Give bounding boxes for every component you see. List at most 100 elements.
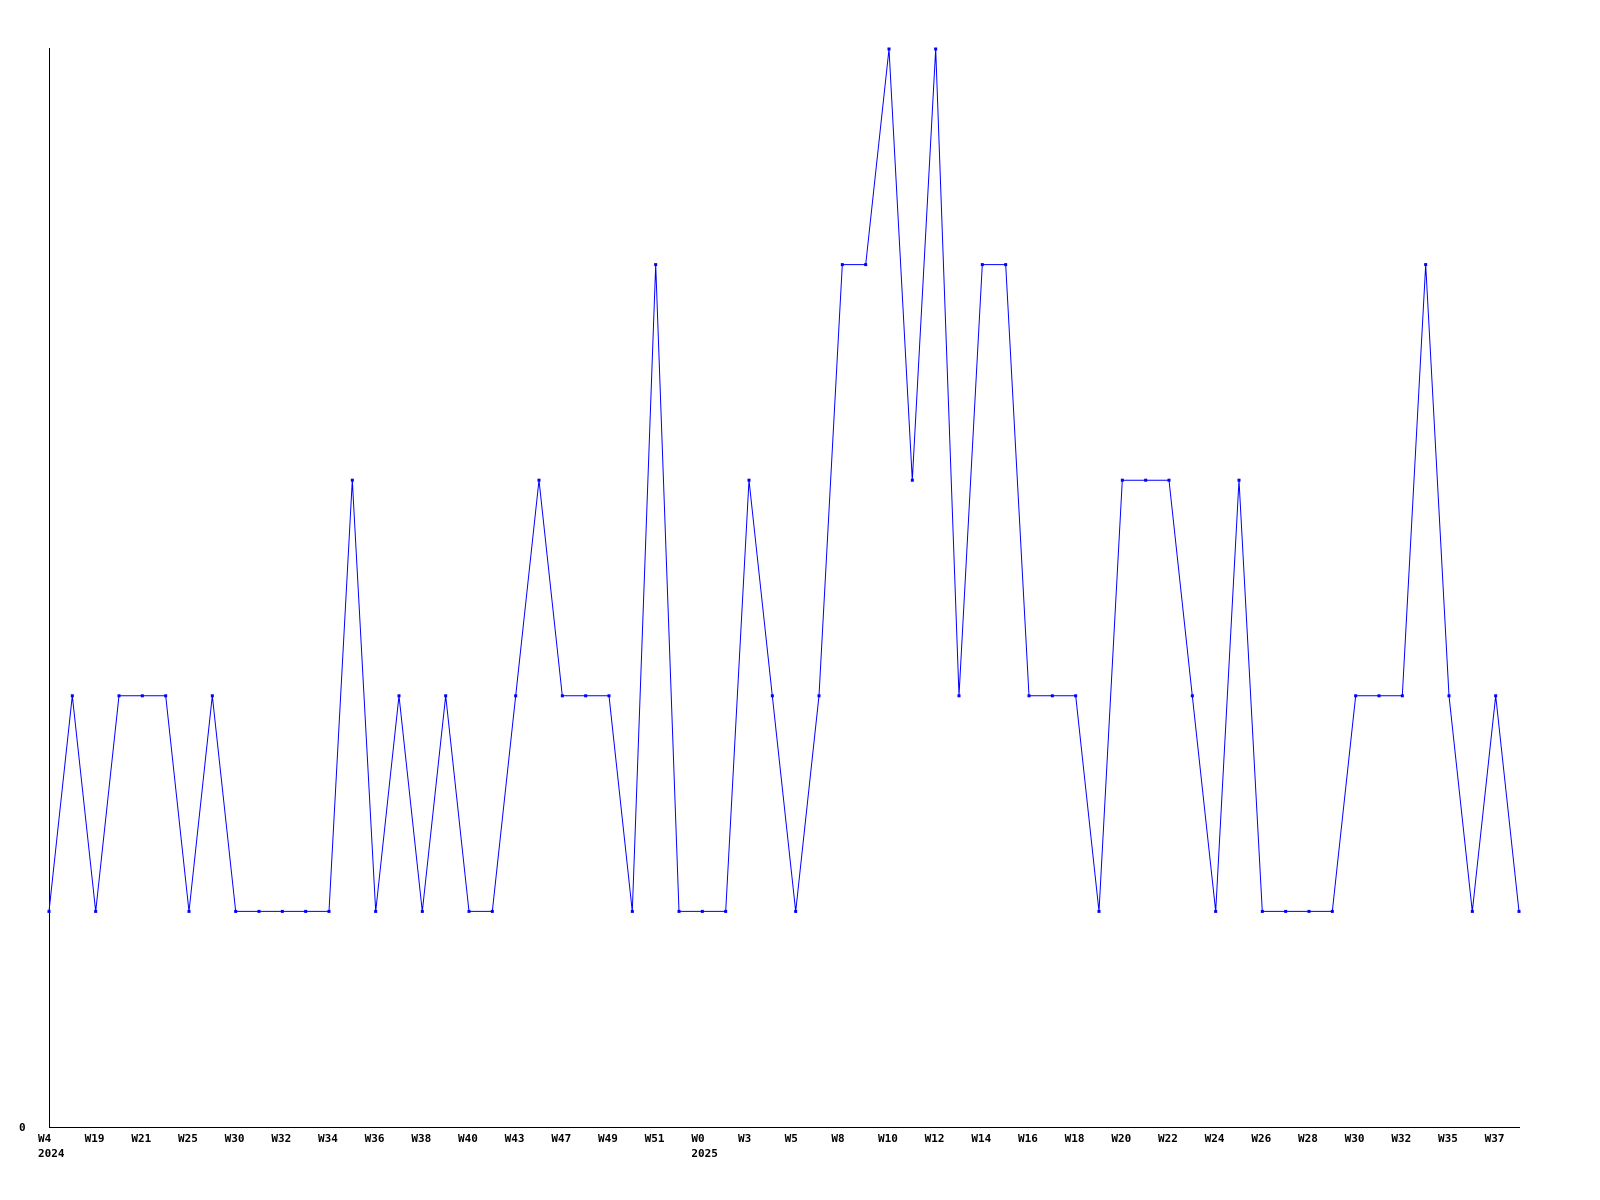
data-point xyxy=(980,263,984,267)
x-tick-label: W51 xyxy=(645,1132,665,1145)
x-tick-label: W12 xyxy=(925,1132,945,1145)
data-point xyxy=(47,909,51,913)
x-tick-label: W5 xyxy=(785,1132,798,1145)
data-point xyxy=(957,694,961,698)
data-point xyxy=(840,263,844,267)
data-point xyxy=(1494,694,1498,698)
x-tick-label: W22 xyxy=(1158,1132,1178,1145)
data-point xyxy=(864,263,868,267)
data-point xyxy=(1004,263,1008,267)
data-point xyxy=(1027,694,1031,698)
data-point xyxy=(117,694,121,698)
data-point xyxy=(747,478,751,482)
data-point xyxy=(327,909,331,913)
x-tick-label: W32 xyxy=(271,1132,291,1145)
data-point xyxy=(1144,478,1148,482)
data-point xyxy=(210,694,214,698)
data-point xyxy=(794,909,798,913)
data-point xyxy=(187,909,191,913)
data-point xyxy=(70,694,74,698)
series-line xyxy=(48,48,1520,912)
data-point xyxy=(1097,909,1101,913)
data-point xyxy=(607,694,611,698)
data-point xyxy=(1167,478,1171,482)
x-tick-label: W35 xyxy=(1438,1132,1458,1145)
data-point xyxy=(1190,694,1194,698)
data-point xyxy=(350,478,354,482)
x-tick-label: W36 xyxy=(365,1132,385,1145)
data-point xyxy=(677,909,681,913)
data-point xyxy=(537,478,541,482)
data-point xyxy=(304,909,308,913)
data-point xyxy=(1517,909,1521,913)
data-point xyxy=(1074,694,1078,698)
x-tick-label: W38 xyxy=(411,1132,431,1145)
x-tick-label: W24 xyxy=(1205,1132,1225,1145)
x-tick-label: W10 xyxy=(878,1132,898,1145)
data-point xyxy=(817,694,821,698)
data-point xyxy=(514,694,518,698)
data-point xyxy=(1354,694,1358,698)
data-point xyxy=(444,694,448,698)
data-point xyxy=(654,263,658,267)
data-point xyxy=(1377,694,1381,698)
x-tick-year-label: 2025 xyxy=(691,1147,718,1160)
data-point xyxy=(164,694,168,698)
data-point xyxy=(560,694,564,698)
x-tick-label: W43 xyxy=(505,1132,525,1145)
x-tick-label: W40 xyxy=(458,1132,478,1145)
x-tick-label: W28 xyxy=(1298,1132,1318,1145)
x-tick-label: W25 xyxy=(178,1132,198,1145)
data-point xyxy=(700,909,704,913)
data-point xyxy=(1260,909,1264,913)
x-tick-label: W30 xyxy=(1345,1132,1365,1145)
data-point xyxy=(887,47,891,51)
data-point xyxy=(1470,909,1474,913)
data-point xyxy=(1237,478,1241,482)
data-point xyxy=(140,694,144,698)
data-point xyxy=(257,909,261,913)
data-point xyxy=(1424,263,1428,267)
x-tick-label: W14 xyxy=(971,1132,991,1145)
data-point xyxy=(1050,694,1054,698)
x-tick-label: W21 xyxy=(131,1132,151,1145)
data-point xyxy=(770,694,774,698)
x-tick-label: W37 xyxy=(1485,1132,1505,1145)
data-point xyxy=(1307,909,1311,913)
data-point xyxy=(1214,909,1218,913)
data-point xyxy=(467,909,471,913)
x-tick-label: W19 xyxy=(85,1132,105,1145)
data-point xyxy=(934,47,938,51)
x-tick-label: W34 xyxy=(318,1132,338,1145)
data-point xyxy=(234,909,238,913)
x-tick-label: W4 xyxy=(38,1132,52,1145)
y-tick-label: 0 xyxy=(19,1121,26,1134)
x-tick-label: W20 xyxy=(1111,1132,1131,1145)
data-point xyxy=(280,909,284,913)
x-tick-label: W8 xyxy=(831,1132,844,1145)
x-tick-label: W32 xyxy=(1391,1132,1411,1145)
x-tick-label: W16 xyxy=(1018,1132,1038,1145)
data-point xyxy=(630,909,634,913)
x-tick-label: W26 xyxy=(1251,1132,1271,1145)
data-point xyxy=(584,694,588,698)
x-tick-year-label: 2024 xyxy=(38,1147,65,1160)
x-tick-label: W3 xyxy=(738,1132,751,1145)
x-tick-label: W47 xyxy=(551,1132,571,1145)
x-tick-label: W49 xyxy=(598,1132,618,1145)
data-point xyxy=(910,478,914,482)
data-point xyxy=(724,909,728,913)
data-point xyxy=(1447,694,1451,698)
x-tick-label: W30 xyxy=(225,1132,245,1145)
data-point xyxy=(1120,478,1124,482)
x-tick-label: W18 xyxy=(1065,1132,1085,1145)
data-point xyxy=(397,694,401,698)
data-point xyxy=(420,909,424,913)
data-point xyxy=(94,909,98,913)
data-point xyxy=(1284,909,1288,913)
data-point xyxy=(1400,694,1404,698)
data-point xyxy=(374,909,378,913)
x-tick-label: W0 xyxy=(691,1132,704,1145)
data-point xyxy=(1330,909,1334,913)
